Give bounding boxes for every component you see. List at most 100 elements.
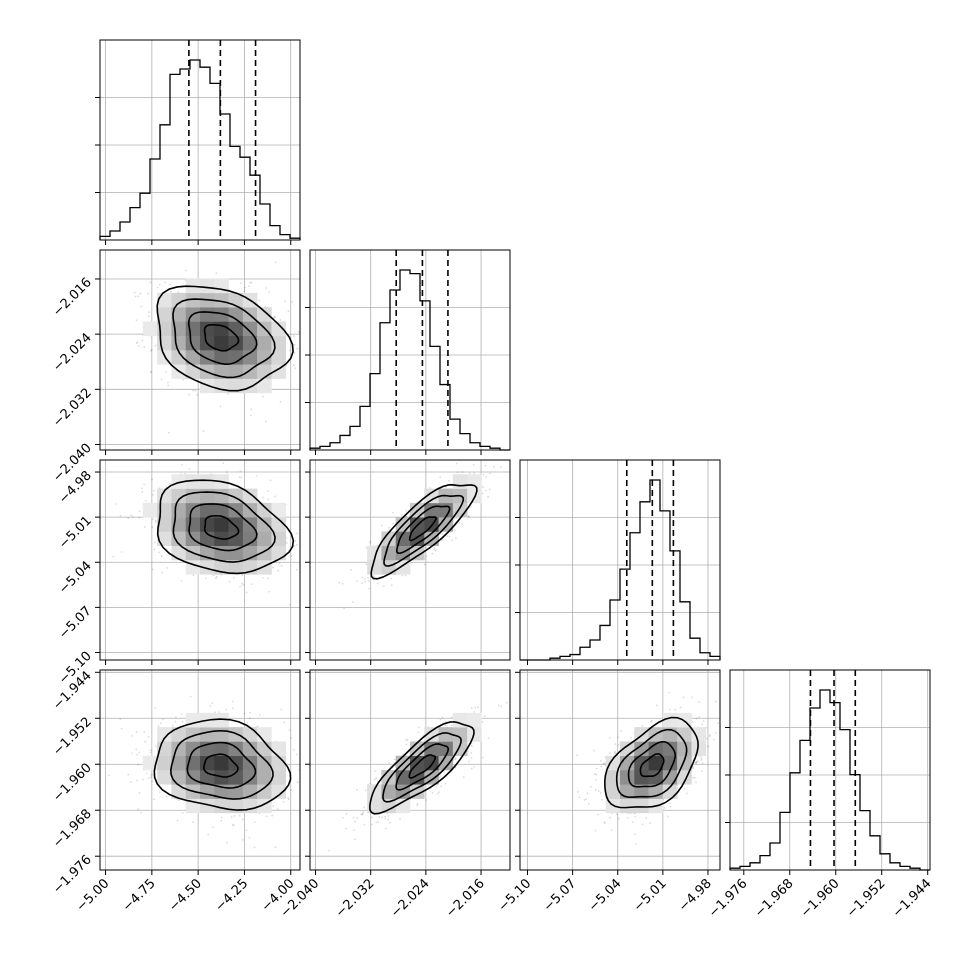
density-cell bbox=[410, 784, 425, 799]
contour-line bbox=[370, 484, 478, 580]
sample-point bbox=[226, 841, 229, 844]
sample-point bbox=[181, 811, 184, 814]
sample-point bbox=[244, 286, 247, 289]
sample-point bbox=[258, 299, 261, 302]
panel-frame bbox=[729, 669, 931, 871]
sample-point bbox=[232, 823, 235, 826]
sample-point bbox=[158, 551, 160, 554]
sample-point bbox=[368, 587, 371, 590]
sample-point bbox=[147, 735, 150, 738]
sample-point bbox=[317, 360, 319, 362]
density-cell bbox=[171, 755, 187, 771]
sample-point bbox=[384, 827, 387, 830]
sample-point bbox=[375, 777, 377, 780]
panel-frame bbox=[99, 459, 301, 661]
sample-point bbox=[160, 555, 163, 557]
sample-point bbox=[135, 748, 138, 751]
sample-point bbox=[431, 552, 434, 555]
sample-point bbox=[467, 515, 470, 517]
density-cell bbox=[214, 488, 229, 504]
sample-point bbox=[353, 829, 355, 831]
sample-point bbox=[222, 462, 225, 465]
sample-point bbox=[294, 367, 297, 370]
sample-point bbox=[352, 816, 355, 819]
sample-point bbox=[468, 472, 471, 475]
sample-point bbox=[250, 281, 253, 284]
sample-point bbox=[135, 342, 138, 345]
sample-point bbox=[145, 500, 147, 502]
sample-point bbox=[239, 282, 242, 285]
sample-point bbox=[108, 774, 110, 777]
sample-point bbox=[388, 821, 391, 824]
density-cell bbox=[142, 321, 158, 337]
sample-point bbox=[361, 576, 364, 579]
density-cell bbox=[242, 350, 258, 365]
sample-point bbox=[130, 752, 133, 755]
sample-point bbox=[361, 812, 364, 815]
density-cell bbox=[214, 321, 229, 337]
x-tick-label: −5.07 bbox=[541, 876, 580, 915]
sample-point bbox=[154, 344, 157, 347]
sample-point bbox=[439, 775, 442, 777]
sample-point bbox=[354, 820, 357, 823]
sample-point bbox=[182, 378, 185, 381]
sample-point bbox=[154, 707, 157, 709]
sample-point bbox=[143, 483, 146, 486]
density-cell bbox=[157, 517, 172, 532]
density-cell bbox=[200, 727, 215, 742]
density-cell bbox=[271, 770, 287, 785]
density-cell bbox=[185, 321, 201, 337]
contour-line bbox=[395, 505, 451, 555]
contour-line bbox=[408, 754, 437, 779]
sample-point bbox=[376, 780, 379, 783]
sample-point bbox=[188, 467, 191, 470]
sample-point bbox=[219, 405, 222, 408]
sample-point bbox=[150, 774, 152, 776]
sample-point bbox=[265, 287, 267, 289]
sample-point bbox=[177, 799, 180, 802]
sample-point bbox=[152, 773, 155, 776]
sample-point bbox=[436, 792, 439, 795]
sample-point bbox=[461, 471, 464, 473]
density-cell bbox=[452, 474, 468, 489]
density-cell bbox=[228, 531, 244, 547]
sample-point bbox=[278, 562, 281, 565]
contour-line bbox=[408, 516, 437, 542]
sample-point bbox=[277, 569, 280, 572]
contour-line bbox=[156, 285, 294, 392]
sample-point bbox=[152, 518, 154, 521]
sample-point bbox=[127, 773, 130, 776]
sample-point bbox=[363, 578, 366, 580]
density-cell bbox=[438, 727, 454, 742]
sample-point bbox=[481, 492, 484, 495]
scatter-panel-3-0 bbox=[108, 695, 309, 849]
sample-point bbox=[155, 521, 157, 523]
sample-point bbox=[169, 482, 171, 485]
density-cell bbox=[185, 292, 201, 308]
contour-line bbox=[172, 298, 276, 379]
density-cell bbox=[214, 545, 229, 561]
y-tick-label: −1.968 bbox=[50, 806, 95, 851]
sample-point bbox=[364, 789, 367, 792]
sample-point bbox=[473, 472, 476, 475]
sample-point bbox=[307, 769, 309, 771]
sample-point bbox=[174, 720, 177, 723]
panel-frame bbox=[309, 459, 511, 661]
sample-point bbox=[288, 603, 291, 606]
sample-point bbox=[455, 537, 457, 540]
sample-point bbox=[267, 498, 269, 501]
sample-point bbox=[295, 753, 298, 756]
y-tick-label: −5.04 bbox=[56, 558, 95, 597]
density-cell bbox=[171, 488, 187, 504]
sample-point bbox=[356, 580, 359, 583]
density-cell bbox=[200, 517, 215, 532]
sample-point bbox=[279, 319, 282, 321]
sample-point bbox=[370, 823, 373, 826]
sample-point bbox=[589, 785, 592, 788]
density-cell bbox=[185, 474, 201, 489]
sample-point bbox=[441, 533, 444, 536]
sample-point bbox=[326, 536, 328, 538]
sample-point bbox=[388, 762, 390, 764]
sample-point bbox=[248, 836, 251, 839]
sample-point bbox=[350, 568, 352, 571]
